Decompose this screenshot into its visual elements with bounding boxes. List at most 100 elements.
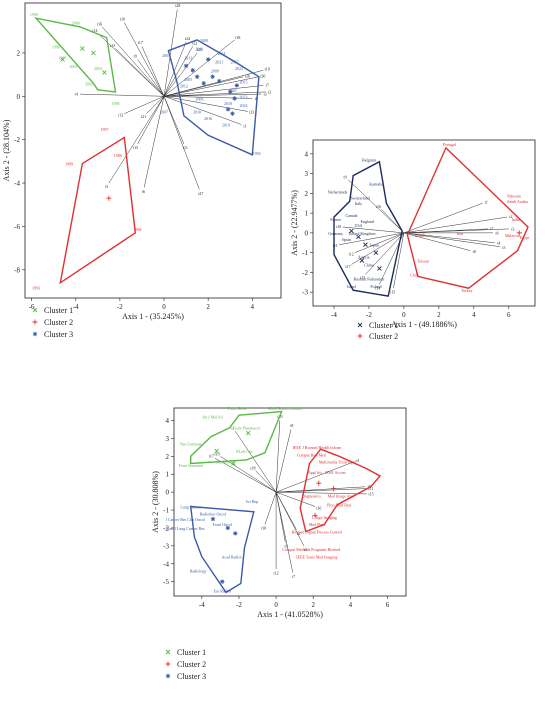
y-axis-label: Axis 2 - (22.9477%) [290,190,299,256]
vector-label: t17 [138,40,143,45]
point-label: Egypt [520,235,530,240]
vector-label: t3 [264,92,267,97]
point-label: Front Genet [227,406,247,411]
vector-label: t4 [497,241,500,246]
cluster-point [230,111,235,116]
point-label: 1999 [30,12,38,17]
vector-label: t25 [197,47,202,52]
legend-marker [165,673,171,679]
point-label: Transl Lung Cancer Res [166,526,205,531]
vector-label: t23 [249,110,254,115]
vector-line [403,232,471,251]
point-label: Malaysia [505,233,520,238]
vector-label: t8 [255,96,258,101]
vector-label: t18 [250,465,255,470]
point-label: Eur Radiol [214,588,232,593]
vector-line [108,96,165,184]
point-label: Int J Mol Sci [203,415,225,420]
cluster-hull [189,505,255,594]
vector-label: t14 [375,285,380,290]
vector-label: t7 [266,82,269,87]
vector-label: t3 [356,458,359,463]
vector-line [380,208,405,234]
cluster-point [60,57,65,62]
vector-label: t16 [376,204,381,209]
x-axis-label: Axis 1 - (49.1886%) [391,320,457,329]
vector-label: t11 [183,145,188,150]
vector-label: t12 [118,113,123,118]
plot-frame [173,407,407,597]
point-label: 2003 [94,66,102,71]
point-label: IEEE J Biomed Health Inform [293,445,343,450]
y-tick-label: 4 [166,417,170,425]
cluster-hull [59,136,137,285]
vector-line [97,33,165,97]
x-tick-label: -4 [331,311,337,319]
point-label: Israel [347,284,357,289]
point-label: 1995 [59,55,67,60]
vector-label: t9 [344,174,347,179]
x-tick-label: 2 [206,303,210,311]
point-label: Germany [328,231,343,236]
point-label: Front Oncol [213,522,233,527]
y-tick-label: 3 [166,435,170,443]
point-label: 2000 [72,21,80,26]
x-tick-label: 0 [274,601,278,609]
x-tick-label: 4 [472,311,476,319]
vector-line [163,96,185,145]
vector-line [141,46,165,97]
point-label: China [364,262,374,267]
vector-label: t2 [268,89,271,94]
point-label: 2016 [204,116,212,121]
x-tick-label: 6 [386,601,390,609]
vector-label: t5 [304,547,307,552]
x-tick-label: -2 [366,311,372,319]
legend-label: Cluster 3 [177,672,206,681]
y-axis-label: Axis 2 - (30.808%) [151,471,160,533]
point-label: 1986 [114,153,122,158]
point-label: 1992 [253,151,261,156]
legend-marker [165,649,171,655]
x-tick-label: 0 [402,311,406,319]
point-label: Austria [358,255,370,260]
vector-label: t30 [260,73,265,78]
point-label: 1998 [111,101,119,106]
point-label: Sci Rep [246,499,259,504]
x-tick-label: 4 [349,601,353,609]
vector-line [275,492,305,546]
plot-frame [312,139,536,307]
vector-line [365,232,405,275]
point-label: Spain [342,237,351,242]
vector-line [164,85,264,97]
vector-line [164,96,253,99]
point-label: Cancers [216,460,229,465]
y-tick-label: -4 [14,180,20,188]
point-label: Poland [370,284,381,289]
cluster-point [377,266,382,271]
cluster-point [228,89,233,95]
point-label: Australia [369,181,384,186]
vector-label: t10 [336,224,341,229]
vector-label: t15 [390,290,395,295]
legend-marker [32,331,38,337]
vector-line [164,91,266,97]
vector-line [276,488,368,493]
point-label: Front Pharmacol [233,425,261,430]
vector-label: t14 [92,28,97,33]
point-label: Brazil [415,233,426,238]
vector-label: t7 [490,226,493,231]
point-label: Med Phys [309,522,326,527]
vector-label: t13 [360,275,365,280]
vector-line [137,59,165,97]
vector-label: t7 [292,574,295,579]
cluster-point [217,78,222,84]
vector-label: t26 [245,73,250,78]
vector-label: t5 [105,184,108,189]
point-label: Acad Radiol [221,554,242,559]
vector-line [403,228,488,234]
point-label: Canada [345,213,357,218]
point-label: 2019 [222,123,230,128]
point-label: 2015 [239,79,247,84]
vector-line [220,456,277,493]
vector-line [393,232,405,289]
